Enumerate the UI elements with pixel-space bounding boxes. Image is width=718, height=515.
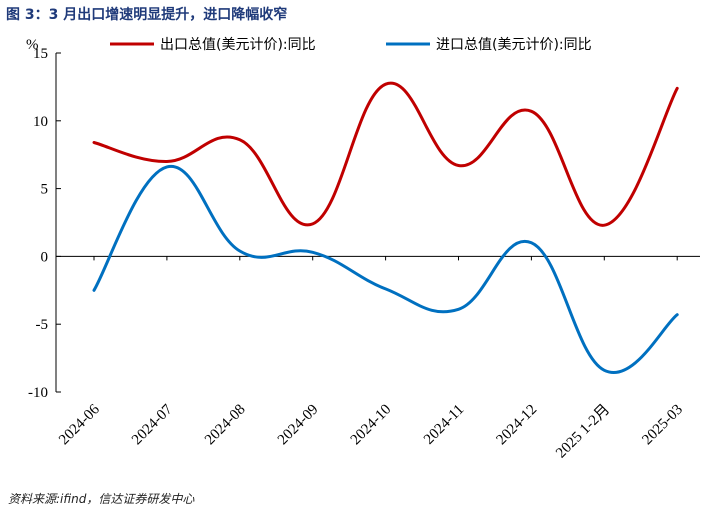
x-tick-label: 2024-11 — [421, 402, 467, 448]
x-tick-label: 2024-09 — [275, 402, 322, 449]
y-tick-label: -10 — [28, 385, 48, 401]
y-axis-unit: % — [26, 37, 39, 53]
y-tick-label: 0 — [41, 249, 49, 265]
x-tick-label: 2024-12 — [494, 402, 541, 449]
legend-label-2: 进口总值(美元计价):同比 — [436, 37, 592, 53]
series-line-1 — [92, 81, 679, 227]
x-tick-label: 2025-03 — [639, 402, 686, 449]
legend: 出口总值(美元计价):同比 进口总值(美元计价):同比 — [110, 37, 592, 53]
x-tick-label: 2024-10 — [348, 402, 395, 449]
x-tick-label: 2024-08 — [202, 402, 249, 449]
y-tick-label: 5 — [41, 182, 49, 198]
x-tick-label: 2025 1-2月 — [553, 402, 613, 462]
y-tick-label: -5 — [36, 317, 49, 333]
legend-label-1: 出口总值(美元计价):同比 — [160, 37, 316, 53]
y-tick-label: 10 — [33, 114, 48, 130]
y-tick-label: 15 — [33, 46, 48, 62]
series-lines — [92, 81, 679, 374]
x-tick-label: 2024-06 — [56, 401, 103, 448]
source-note: 资料来源:ifind，信达证券研发中心 — [8, 492, 195, 506]
axes: %15 10 5 0 -5 -10 2024-06 2024-07 2024-08 2024-09… — [26, 37, 700, 461]
figure-title: 图 3：3 月出口增速明显提升，进口降幅收窄 — [6, 7, 288, 23]
x-tick-label: 2024-07 — [129, 401, 176, 448]
series-line-2 — [92, 165, 679, 374]
